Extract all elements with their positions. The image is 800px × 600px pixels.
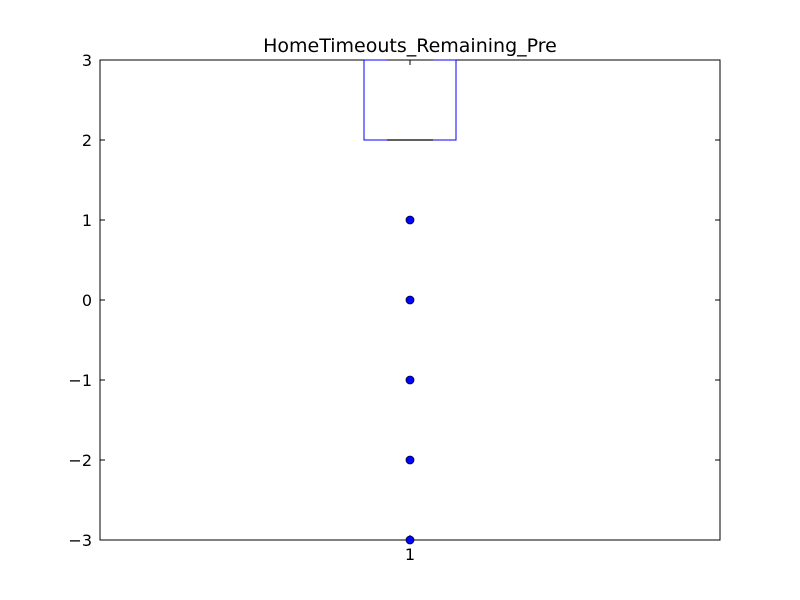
y-tick-label: −3 [68,531,92,550]
outlier-point [405,295,415,305]
y-tick-label: 0 [82,291,92,310]
y-tick-label: −2 [68,451,92,470]
y-tick-label: 3 [82,51,92,70]
box-iqr [363,59,457,141]
chart-title: HomeTimeouts_Remaining_Pre [263,35,557,57]
plot-area: 3 2 1 0 −1 −2 −3 1 [68,51,721,564]
outlier-point [405,375,415,385]
y-tick-label: 1 [82,211,92,230]
x-tick-label: 1 [405,545,415,564]
y-tick-label: 2 [82,131,92,150]
outlier-point [405,215,415,225]
y-tick-label: −1 [68,371,92,390]
outlier-point [405,455,415,465]
outlier-point [405,535,415,545]
